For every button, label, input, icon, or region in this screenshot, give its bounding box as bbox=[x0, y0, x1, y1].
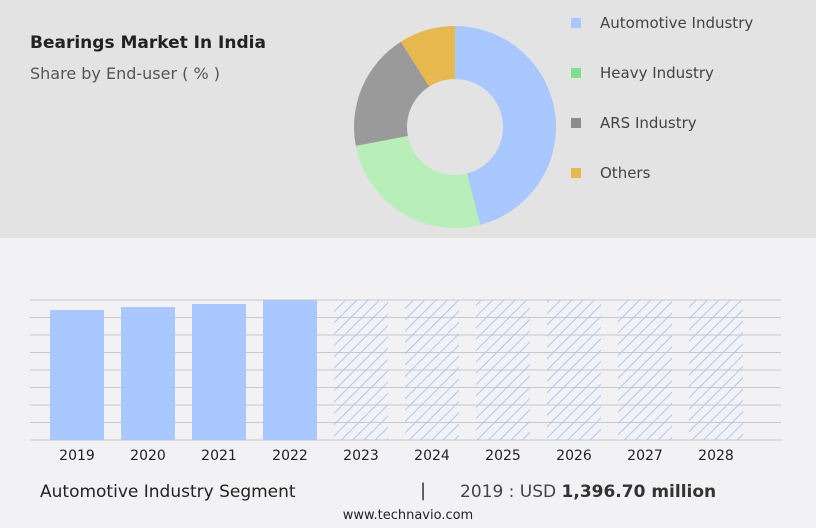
chart-title: Bearings Market In India bbox=[30, 33, 266, 53]
legend-swatch bbox=[571, 168, 581, 178]
legend-item: Heavy Industry bbox=[571, 64, 714, 82]
segment-value: 2019 : USD 1,396.70 million bbox=[460, 482, 716, 502]
legend-swatch bbox=[571, 18, 581, 28]
x-tick-label: 2026 bbox=[556, 448, 592, 464]
legend-label: Heavy Industry bbox=[600, 64, 714, 82]
donut-chart bbox=[354, 26, 556, 228]
donut-slice-ars-industry bbox=[354, 41, 430, 146]
x-tick-label: 2027 bbox=[627, 448, 663, 464]
donut-slice-heavy-industry bbox=[355, 135, 481, 228]
bar-forecast-2028 bbox=[689, 300, 743, 440]
legend-label: Automotive Industry bbox=[600, 14, 754, 32]
x-tick-label: 2019 bbox=[59, 448, 95, 464]
donut-slice-others bbox=[400, 26, 455, 87]
legend-swatch bbox=[571, 118, 581, 128]
x-tick-label: 2021 bbox=[201, 448, 237, 464]
x-tick-label: 2024 bbox=[414, 448, 450, 464]
bar-2019 bbox=[50, 309, 104, 440]
bar-chart: 2019 2020 2021 2022 2023 2024 2025 2026 2027 2028 bbox=[30, 299, 781, 464]
segment-label: Automotive Industry Segment bbox=[40, 482, 296, 502]
legend-item: ARS Industry bbox=[571, 114, 697, 132]
legend-swatch bbox=[571, 68, 581, 78]
bar-forecast-2024 bbox=[405, 300, 459, 440]
bar-forecast-2025 bbox=[476, 300, 530, 440]
legend-item: Others bbox=[571, 164, 650, 182]
bar-2020 bbox=[121, 306, 175, 440]
legend-item: Automotive Industry bbox=[571, 14, 753, 32]
separator: | bbox=[420, 480, 427, 501]
legend-label: Others bbox=[600, 164, 651, 182]
bar-forecast-2023 bbox=[334, 300, 388, 440]
bar-forecast-2027 bbox=[618, 300, 672, 440]
value-amount: 1,396.70 million bbox=[561, 482, 717, 502]
chart-subtitle: Share by End-user ( % ) bbox=[30, 64, 220, 83]
bar-2021 bbox=[192, 304, 246, 440]
year-label: 2019 : USD bbox=[460, 482, 562, 502]
site-url: www.technavio.com bbox=[342, 508, 474, 523]
legend-label: ARS Industry bbox=[600, 114, 697, 132]
donut-slice-automotive-industry bbox=[455, 26, 556, 225]
bar-2022 bbox=[263, 300, 317, 440]
x-tick-label: 2022 bbox=[272, 448, 308, 464]
bar-forecast-2026 bbox=[547, 300, 601, 440]
x-tick-label: 2028 bbox=[698, 448, 734, 464]
x-tick-label: 2020 bbox=[130, 448, 166, 464]
x-tick-label: 2023 bbox=[343, 448, 379, 464]
x-tick-label: 2025 bbox=[485, 448, 521, 464]
